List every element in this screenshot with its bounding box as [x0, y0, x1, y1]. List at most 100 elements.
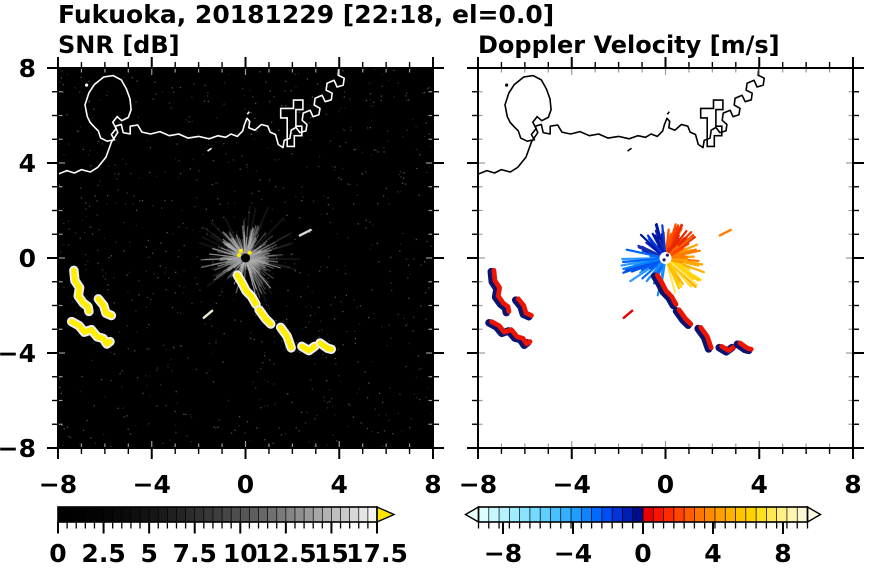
noise-dot	[88, 101, 90, 103]
noise-dot	[328, 389, 330, 391]
noise-dot	[199, 230, 201, 233]
noise-dot	[115, 138, 117, 141]
noise-dot	[146, 327, 148, 329]
noise-dot	[234, 202, 236, 204]
coast-pier	[279, 99, 304, 148]
noise-dot	[371, 244, 373, 246]
noise-dot	[383, 151, 385, 153]
noise-dot	[320, 266, 322, 268]
colorbar-segment	[508, 506, 521, 523]
noise-dot	[285, 80, 287, 82]
noise-dot	[278, 129, 280, 131]
echo-chain	[654, 272, 679, 307]
colorbar-segment	[539, 506, 552, 523]
noise-dot	[406, 323, 408, 325]
noise-dot	[415, 397, 418, 399]
noise-dot	[114, 173, 116, 175]
velocity-panel: −8 −4 0 4 8	[459, 57, 864, 499]
noise-dot	[105, 272, 107, 274]
snr-ray-halo	[245, 231, 293, 259]
x-tick-label: 4	[331, 470, 348, 499]
noise-dot	[264, 233, 266, 236]
noise-dot	[127, 348, 129, 350]
noise-dot	[142, 392, 144, 395]
noise-dot	[207, 100, 209, 103]
noise-dot	[420, 264, 422, 266]
noise-dot	[201, 227, 203, 229]
noise-dot	[369, 248, 371, 250]
noise-dot	[168, 102, 171, 104]
noise-dot	[246, 166, 248, 168]
echo-chain	[95, 296, 115, 319]
noise-dot	[242, 88, 244, 90]
noise-dot	[79, 126, 81, 128]
noise-dot	[117, 73, 119, 75]
noise-dot	[251, 283, 253, 285]
noise-dot	[86, 295, 88, 297]
noise-dot	[66, 73, 68, 76]
noise-dot	[408, 342, 410, 345]
noise-dot	[166, 232, 168, 234]
noise-dot	[196, 283, 198, 285]
noise-dot	[97, 249, 99, 252]
noise-dot	[75, 312, 77, 314]
noise-dot	[130, 433, 132, 435]
x-tick-labels: −8 −4 0 4 8	[459, 470, 862, 499]
noise-dot	[402, 177, 405, 179]
noise-dot	[284, 261, 286, 264]
velocity-ray	[668, 248, 684, 257]
colorbar-segment	[358, 506, 369, 523]
colorbar-segment	[591, 506, 603, 523]
colorbar-tick-label: −8	[484, 539, 522, 568]
noise-dot	[59, 81, 61, 83]
noise-dot	[135, 310, 137, 312]
noise-dot	[62, 444, 64, 446]
noise-dot	[154, 81, 156, 83]
noise-dot	[334, 414, 336, 416]
snr-ray-halo	[202, 226, 247, 259]
noise-dot	[256, 427, 258, 429]
noise-dot	[319, 320, 322, 322]
noise-dot	[157, 277, 159, 279]
noise-dot	[152, 98, 154, 100]
noise-dot	[356, 392, 358, 394]
noise-dot	[399, 171, 402, 173]
noise-dot	[381, 73, 383, 76]
velocity-panel-title: Doppler Velocity [m/s]	[478, 31, 780, 59]
noise-dot	[74, 87, 76, 89]
colorbar-tick-label: 15	[314, 539, 349, 568]
velocity-ray	[641, 261, 662, 280]
noise-dot	[180, 312, 182, 315]
noise-dot	[215, 182, 217, 185]
noise-dot	[217, 426, 219, 428]
noise-dot	[76, 130, 78, 132]
noise-dot	[149, 147, 152, 149]
noise-dot	[188, 121, 190, 123]
noise-dot	[132, 203, 134, 205]
colorbar-segment	[112, 506, 123, 523]
noise-dot	[97, 184, 99, 186]
noise-dot	[216, 117, 218, 119]
echo-chain	[234, 272, 259, 308]
noise-dot	[148, 324, 150, 326]
noise-dot	[62, 83, 64, 86]
isolated-echo	[202, 309, 214, 320]
noise-dot	[343, 129, 346, 132]
noise-dot	[195, 368, 198, 371]
noise-dot	[185, 227, 188, 229]
noise-dot	[142, 200, 144, 202]
noise-dot	[98, 140, 100, 142]
noise-dot	[377, 151, 379, 153]
snr-ray	[247, 260, 256, 270]
noise-dot	[294, 238, 296, 240]
noise-dot	[309, 231, 311, 233]
noise-dot	[356, 148, 358, 150]
noise-dot	[350, 127, 352, 129]
x-tick-label: 0	[237, 470, 254, 499]
noise-dot	[62, 207, 64, 210]
noise-dot	[250, 133, 252, 135]
noise-dot	[208, 343, 211, 345]
colorbar-segment	[776, 506, 788, 523]
noise-dot	[336, 269, 338, 271]
